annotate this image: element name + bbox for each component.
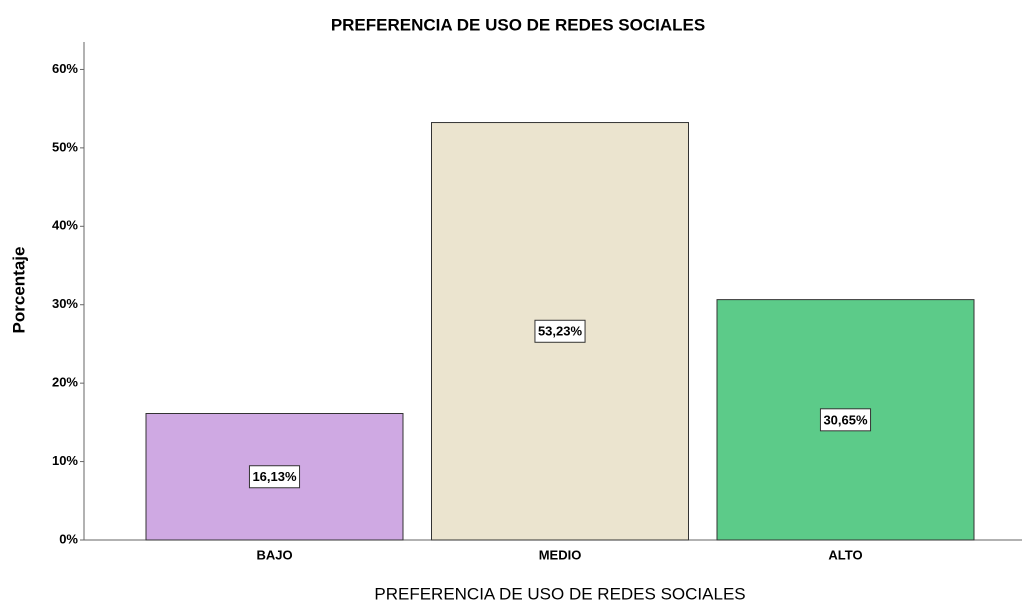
y-tick-label: 50% [52, 139, 78, 154]
value-label-box [534, 319, 586, 343]
bar [145, 413, 404, 541]
y-tick-label: 30% [52, 296, 78, 311]
x-tick-label: MEDIO [539, 547, 582, 562]
x-tick-label: ALTO [828, 547, 862, 562]
y-tick-label: 10% [52, 453, 78, 468]
x-axis-title: PREFERENCIA DE USO DE REDES SOCIALES [374, 584, 745, 603]
y-tick-label: 0% [59, 531, 78, 546]
value-label-box [819, 408, 872, 432]
value-label-box [248, 465, 301, 489]
y-tick-label: 20% [52, 375, 78, 390]
value-label: 30,65% [823, 412, 868, 427]
x-tick-label: BAJO [256, 547, 292, 562]
chart-title: PREFERENCIA DE USO DE REDES SOCIALES [331, 15, 705, 34]
y-tick-label: 60% [52, 61, 78, 76]
value-label: 16,13% [252, 469, 297, 484]
value-label: 53,23% [538, 324, 583, 339]
y-tick-label: 40% [52, 218, 78, 233]
y-axis-title: Porcentaje [9, 247, 28, 334]
